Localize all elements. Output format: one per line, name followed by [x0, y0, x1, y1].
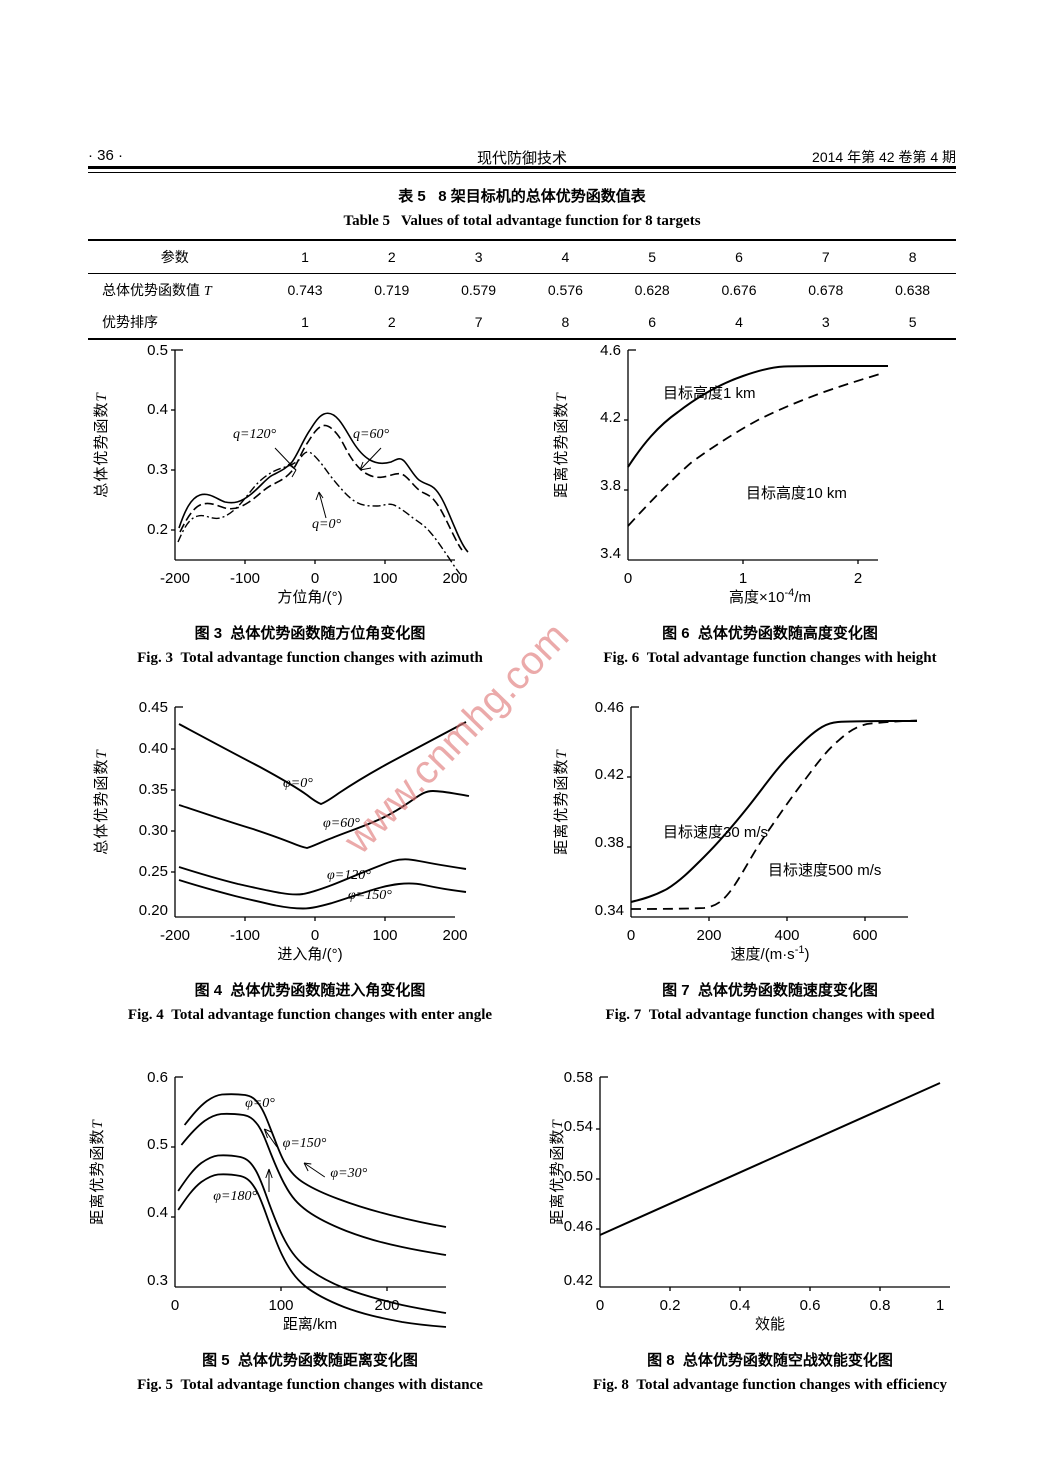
- svg-text:0.5: 0.5: [147, 1136, 168, 1153]
- svg-text:φ=150°: φ=150°: [283, 1136, 327, 1151]
- svg-text:0.3: 0.3: [147, 1272, 168, 1289]
- svg-text:φ=0°: φ=0°: [283, 776, 313, 791]
- svg-text:0.4: 0.4: [147, 401, 168, 418]
- svg-text:0.46: 0.46: [595, 699, 624, 716]
- svg-text:0.42: 0.42: [595, 766, 624, 783]
- svg-text:2: 2: [854, 570, 862, 587]
- svg-text:0.46: 0.46: [564, 1218, 593, 1235]
- svg-text:0.8: 0.8: [870, 1297, 891, 1314]
- svg-text:-100: -100: [230, 570, 260, 587]
- svg-text:0.58: 0.58: [564, 1069, 593, 1086]
- svg-text:100: 100: [268, 1297, 293, 1314]
- svg-text:0: 0: [624, 570, 632, 587]
- svg-text:0.4: 0.4: [730, 1297, 751, 1314]
- svg-text:0.40: 0.40: [139, 740, 168, 757]
- svg-text:-200: -200: [160, 927, 190, 944]
- svg-text:0: 0: [596, 1297, 604, 1314]
- svg-text:200: 200: [442, 927, 467, 944]
- svg-text:φ=120°: φ=120°: [327, 868, 371, 883]
- svg-text:1: 1: [936, 1297, 944, 1314]
- svg-text:0.6: 0.6: [147, 1069, 168, 1086]
- svg-text:4.2: 4.2: [600, 409, 621, 426]
- svg-text:-200: -200: [160, 570, 190, 587]
- svg-text:4.6: 4.6: [600, 342, 621, 359]
- svg-text:φ=30°: φ=30°: [330, 1166, 367, 1181]
- svg-text:0.4: 0.4: [147, 1204, 168, 1221]
- svg-text:q=60°: q=60°: [353, 427, 389, 442]
- svg-text:目标速度30 m/s: 目标速度30 m/s: [663, 824, 768, 841]
- svg-text:200: 200: [442, 570, 467, 587]
- svg-text:0.38: 0.38: [595, 834, 624, 851]
- svg-text:1: 1: [739, 570, 747, 587]
- svg-text:0: 0: [171, 1297, 179, 1314]
- svg-text:200: 200: [696, 927, 721, 944]
- svg-text:q=120°: q=120°: [233, 427, 276, 442]
- svg-text:0.2: 0.2: [660, 1297, 681, 1314]
- svg-text:0.3: 0.3: [147, 461, 168, 478]
- svg-text:-100: -100: [230, 927, 260, 944]
- svg-text:0.6: 0.6: [800, 1297, 821, 1314]
- svg-text:φ=0°: φ=0°: [245, 1096, 275, 1111]
- svg-text:φ=150°: φ=150°: [348, 888, 392, 903]
- svg-text:0: 0: [627, 927, 635, 944]
- svg-text:3.4: 3.4: [600, 545, 621, 562]
- svg-text:0: 0: [311, 570, 319, 587]
- svg-text:目标高度1 km: 目标高度1 km: [663, 385, 756, 402]
- svg-text:0.54: 0.54: [564, 1118, 593, 1135]
- svg-text:100: 100: [372, 927, 397, 944]
- svg-text:q=0°: q=0°: [312, 517, 341, 532]
- svg-text:0.30: 0.30: [139, 822, 168, 839]
- svg-text:0.25: 0.25: [139, 863, 168, 880]
- svg-text:0: 0: [311, 927, 319, 944]
- svg-text:0.50: 0.50: [564, 1168, 593, 1185]
- svg-text:目标速度500 m/s: 目标速度500 m/s: [768, 862, 881, 879]
- svg-text:0.2: 0.2: [147, 521, 168, 538]
- svg-text:600: 600: [852, 927, 877, 944]
- svg-text:0.5: 0.5: [147, 342, 168, 359]
- svg-text:100: 100: [372, 570, 397, 587]
- svg-text:0.20: 0.20: [139, 902, 168, 919]
- svg-text:3.8: 3.8: [600, 477, 621, 494]
- svg-text:400: 400: [774, 927, 799, 944]
- svg-text:0.35: 0.35: [139, 781, 168, 798]
- svg-text:0.45: 0.45: [139, 699, 168, 716]
- svg-text:目标高度10 km: 目标高度10 km: [746, 485, 847, 502]
- svg-text:0.42: 0.42: [564, 1272, 593, 1289]
- svg-text:φ=180°: φ=180°: [213, 1189, 257, 1204]
- svg-text:0.34: 0.34: [595, 902, 624, 919]
